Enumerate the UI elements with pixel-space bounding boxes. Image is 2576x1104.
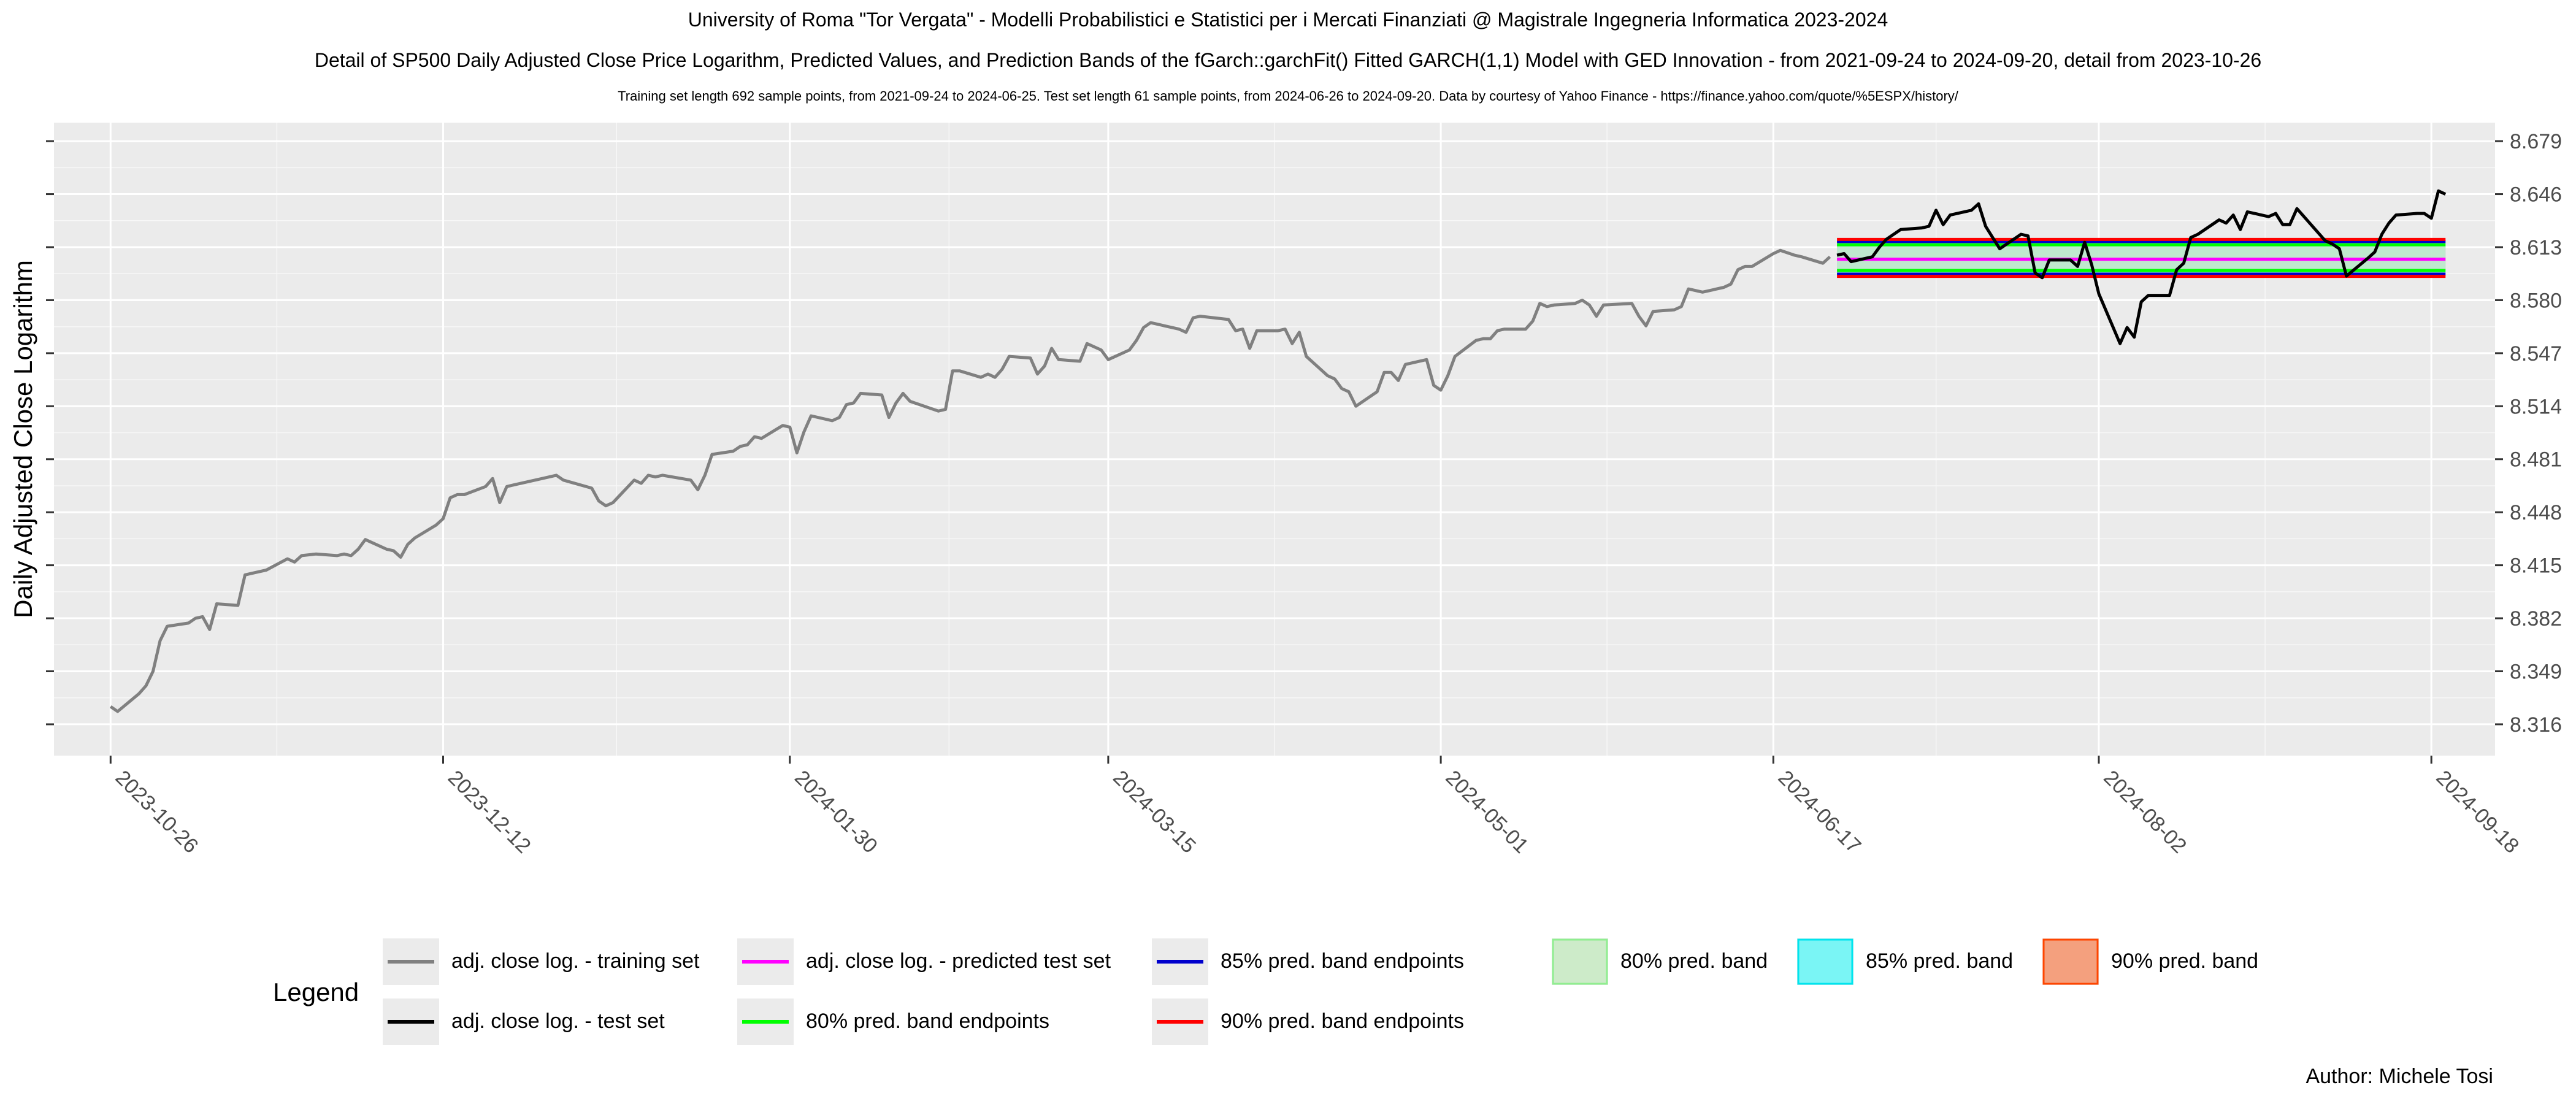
legend-item-label: 90% pred. band endpoints <box>1221 1010 1464 1033</box>
y-tick-label: 8.316 <box>2510 713 2562 737</box>
x-tick-label: 2023-10-26 <box>111 766 203 858</box>
legend-item-label: 90% pred. band <box>2111 949 2259 973</box>
training-series-line <box>109 248 1831 713</box>
legend-item-label: 80% pred. band endpoints <box>806 1010 1049 1033</box>
y-tick-label: 8.382 <box>2510 607 2562 631</box>
legend-key-fill <box>1552 938 1608 985</box>
legend-key-fill <box>2042 938 2099 985</box>
chart-title: University of Roma "Tor Vergata" - Model… <box>688 9 1888 31</box>
x-tick-label: 2024-03-15 <box>1108 766 1200 858</box>
y-tick-label: 8.679 <box>2510 130 2562 153</box>
test-series-line <box>1836 189 2447 345</box>
legend-item-label: adj. close log. - predicted test set <box>806 949 1111 973</box>
y-axis-title: Daily Adjusted Close Logarithm <box>9 260 37 618</box>
legend-key-fill <box>1797 938 1853 985</box>
author-credit: Author: Michele Tosi <box>2306 1065 2493 1088</box>
legend-item-label: 80% pred. band <box>1620 949 1768 973</box>
y-tick-label: 8.415 <box>2510 554 2562 578</box>
x-tick-label: 2024-09-18 <box>2432 766 2524 858</box>
legend-item-label: 85% pred. band endpoints <box>1221 949 1464 973</box>
x-tick-label: 2024-01-30 <box>790 766 882 858</box>
pred-band-80 <box>1837 245 2446 270</box>
y-tick-label: 8.448 <box>2510 501 2562 524</box>
chart-caption: Training set length 692 sample points, f… <box>618 88 1958 104</box>
legend-item-label: adj. close log. - test set <box>451 1010 665 1033</box>
x-tick-label: 2023-12-12 <box>443 766 535 858</box>
x-tick-label: 2024-06-17 <box>1774 766 1866 858</box>
legend-item-label: 85% pred. band <box>1866 949 2014 973</box>
y-tick-label: 8.547 <box>2510 342 2562 366</box>
legend-title: Legend <box>273 978 359 1006</box>
y-tick-label: 8.349 <box>2510 660 2562 683</box>
y-tick-label: 8.646 <box>2510 183 2562 207</box>
legend-item-label: adj. close log. - training set <box>451 949 700 973</box>
y-tick-label: 8.580 <box>2510 289 2562 312</box>
chart-subtitle: Detail of SP500 Daily Adjusted Close Pri… <box>314 49 2262 71</box>
x-tick-label: 2024-08-02 <box>2099 766 2191 858</box>
y-tick-label: 8.514 <box>2510 395 2562 418</box>
y-tick-label: 8.481 <box>2510 448 2562 472</box>
x-tick-label: 2024-05-01 <box>1441 766 1533 858</box>
y-tick-label: 8.613 <box>2510 236 2562 259</box>
